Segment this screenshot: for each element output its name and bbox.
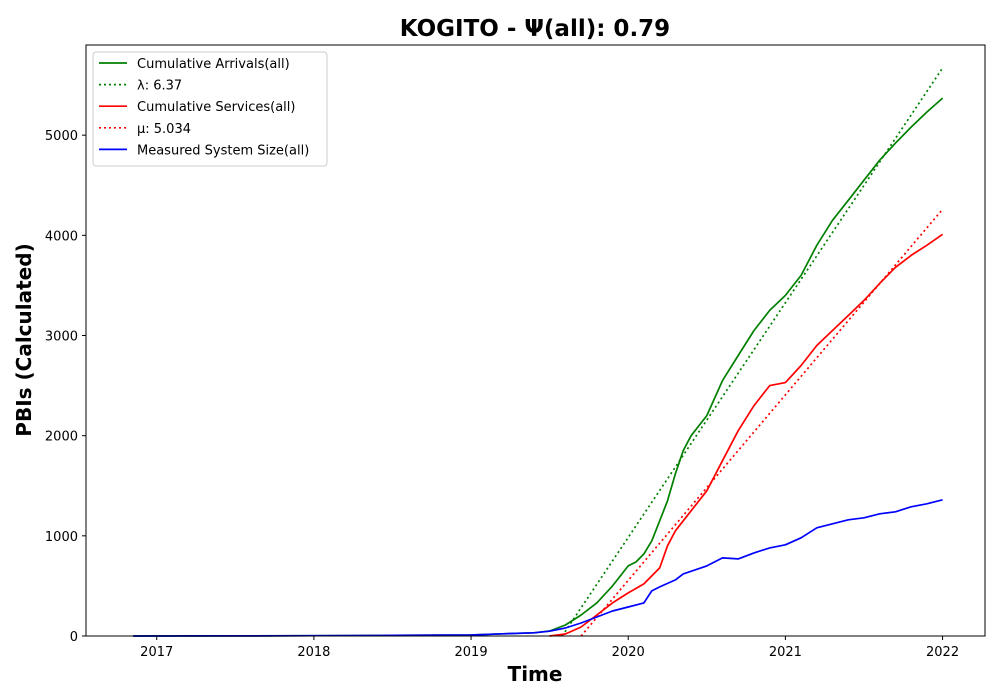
legend-box bbox=[92, 51, 328, 167]
x-tick-label-2020: 2020 bbox=[612, 645, 645, 660]
y-tick-label-3000: 3000 bbox=[45, 329, 78, 344]
legend-entry-4: Measured System Size(all) bbox=[137, 143, 309, 158]
x-tick-label-2021: 2021 bbox=[769, 645, 802, 660]
x-tick-label-2022: 2022 bbox=[926, 645, 959, 660]
x-tick-label-2018: 2018 bbox=[297, 645, 330, 660]
y-tick-label-0: 0 bbox=[70, 630, 78, 645]
axes: 2017 2018 2019 2020 2021 2022 0 1000 2000 3000 400… bbox=[45, 44, 986, 660]
x-tick-label-2017: 2017 bbox=[140, 645, 173, 660]
legend-entry-3: μ: 5.034 bbox=[137, 122, 191, 137]
chart-title: KOGITO - Ψ(all): 0.79 bbox=[400, 16, 670, 42]
legend: Cumulative Arrivals(all) λ: 6.37 Cumulativ… bbox=[92, 51, 328, 167]
y-tick-label-1000: 1000 bbox=[45, 530, 78, 545]
y-tick-label-5000: 5000 bbox=[45, 129, 78, 144]
series-line-2 bbox=[549, 233, 944, 637]
y-axis-label: PBIs (Calculated) bbox=[12, 243, 36, 436]
legend-entry-1: λ: 6.37 bbox=[137, 79, 182, 94]
legend-entry-0: Cumulative Arrivals(all) bbox=[137, 57, 290, 72]
x-tick-label-2019: 2019 bbox=[455, 645, 488, 660]
plot-area bbox=[133, 67, 944, 637]
series-line-4 bbox=[133, 498, 943, 637]
y-tick-label-2000: 2000 bbox=[45, 430, 78, 445]
y-tick-label-4000: 4000 bbox=[45, 229, 78, 244]
series-line-3 bbox=[580, 208, 944, 637]
series-line-1 bbox=[561, 67, 944, 637]
legend-entry-2: Cumulative Services(all) bbox=[137, 100, 295, 115]
x-axis-label: Time bbox=[508, 662, 563, 686]
plot-frame bbox=[85, 44, 986, 637]
